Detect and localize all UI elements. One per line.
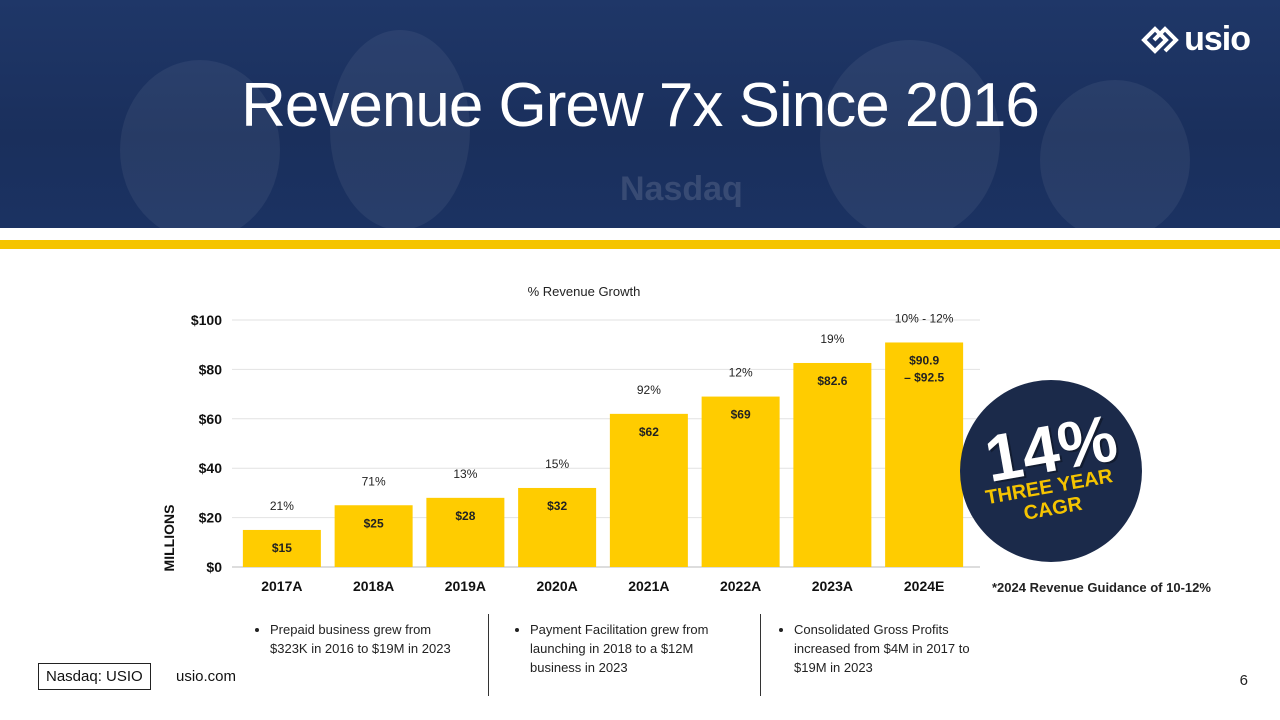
y-tick-label: $0 [206, 559, 222, 575]
x-tick-label: 2022A [720, 578, 761, 594]
value-label-line: $62 [639, 425, 659, 439]
value-label-line: $69 [731, 408, 751, 422]
value-label-line: $28 [455, 509, 475, 523]
page-title: Revenue Grew 7x Since 2016 [241, 71, 1040, 140]
guidance-note: *2024 Revenue Guidance of 10-12% [992, 580, 1211, 595]
growth-label: 13% [453, 467, 477, 481]
value-label-line: $82.6 [817, 374, 847, 388]
value-label: $82.6 [817, 374, 847, 388]
bar-2017A [242, 529, 321, 567]
value-label-line: $90.9 [909, 353, 939, 367]
x-tick-label: 2024E [904, 578, 944, 594]
value-label-line: $15 [272, 541, 292, 555]
growth-label: 21% [270, 499, 294, 513]
divider-yellow [0, 240, 1280, 249]
growth-label: 19% [820, 332, 844, 346]
website-link[interactable]: usio.com [176, 668, 237, 685]
bar-2024E [885, 342, 964, 567]
bar-2023A [793, 362, 872, 567]
growth-label: 10% - 12% [895, 311, 954, 325]
note-column-1: Prepaid business grew from $323K in 2016… [248, 620, 463, 658]
y-axis-label: MILLIONS [161, 505, 177, 572]
crowd-silhouette [820, 40, 1000, 228]
bar-2020A [518, 487, 597, 567]
note-item: Payment Facilitation grew from launching… [530, 620, 723, 677]
chart-title: % Revenue Growth [528, 284, 641, 299]
note-item: Prepaid business grew from $323K in 2016… [270, 620, 463, 658]
y-tick-label: $20 [199, 510, 223, 526]
x-tick-label: 2020A [536, 578, 577, 594]
note-item: Consolidated Gross Profits increased fro… [794, 620, 987, 677]
nasdaq-background-text: Nasdaq [620, 170, 743, 208]
growth-label: 12% [729, 366, 753, 380]
value-label-line: – $92.5 [904, 370, 944, 384]
value-label: $62 [639, 425, 659, 439]
crowd-silhouette [120, 60, 280, 228]
value-label-line: $32 [547, 499, 567, 513]
growth-label: 71% [362, 474, 386, 488]
bar-2018A [334, 505, 413, 567]
x-tick-label: 2018A [353, 578, 394, 594]
cagr-badge: 14% THREE YEAR CAGR [960, 380, 1142, 562]
bar-2022A [701, 396, 780, 567]
x-tick-label: 2017A [261, 578, 302, 594]
x-tick-label: 2021A [628, 578, 669, 594]
y-tick-label: $80 [199, 361, 223, 377]
y-tick-label: $60 [199, 411, 223, 427]
crowd-silhouette [330, 30, 470, 228]
value-label: $25 [364, 516, 384, 530]
bar-2021A [609, 413, 688, 567]
column-divider [488, 614, 489, 696]
header-banner: Nasdaq Revenue Grew 7x Since 2016 usio [0, 0, 1280, 228]
bar-2019A [426, 497, 505, 567]
column-divider [760, 614, 761, 696]
crowd-silhouette [1040, 80, 1190, 228]
value-label: $28 [455, 509, 475, 523]
logo-text: usio [1184, 20, 1251, 58]
x-tick-label: 2023A [812, 578, 853, 594]
ticker-box: Nasdaq: USIO [38, 663, 151, 690]
note-column-3: Consolidated Gross Profits increased fro… [772, 620, 987, 677]
page-number: 6 [1239, 672, 1248, 689]
note-column-2: Payment Facilitation grew from launching… [508, 620, 723, 677]
usio-logo-icon [1141, 25, 1179, 54]
value-label: $69 [731, 408, 751, 422]
growth-label: 92% [637, 383, 661, 397]
divider-white [0, 228, 1280, 238]
value-label: $32 [547, 499, 567, 513]
growth-label: 15% [545, 457, 569, 471]
revenue-bar-chart: % Revenue Growth MILLIONS $0 $20 $40 $60 $80 $1… [161, 284, 980, 594]
value-label: $15 [272, 541, 292, 555]
y-tick-label: $100 [191, 312, 222, 328]
x-tick-label: 2019A [445, 578, 486, 594]
value-label: $90.9 – $92.5 [904, 353, 944, 384]
value-label-line: $25 [364, 516, 384, 530]
y-tick-label: $40 [199, 460, 223, 476]
usio-logo: usio [1140, 20, 1251, 59]
